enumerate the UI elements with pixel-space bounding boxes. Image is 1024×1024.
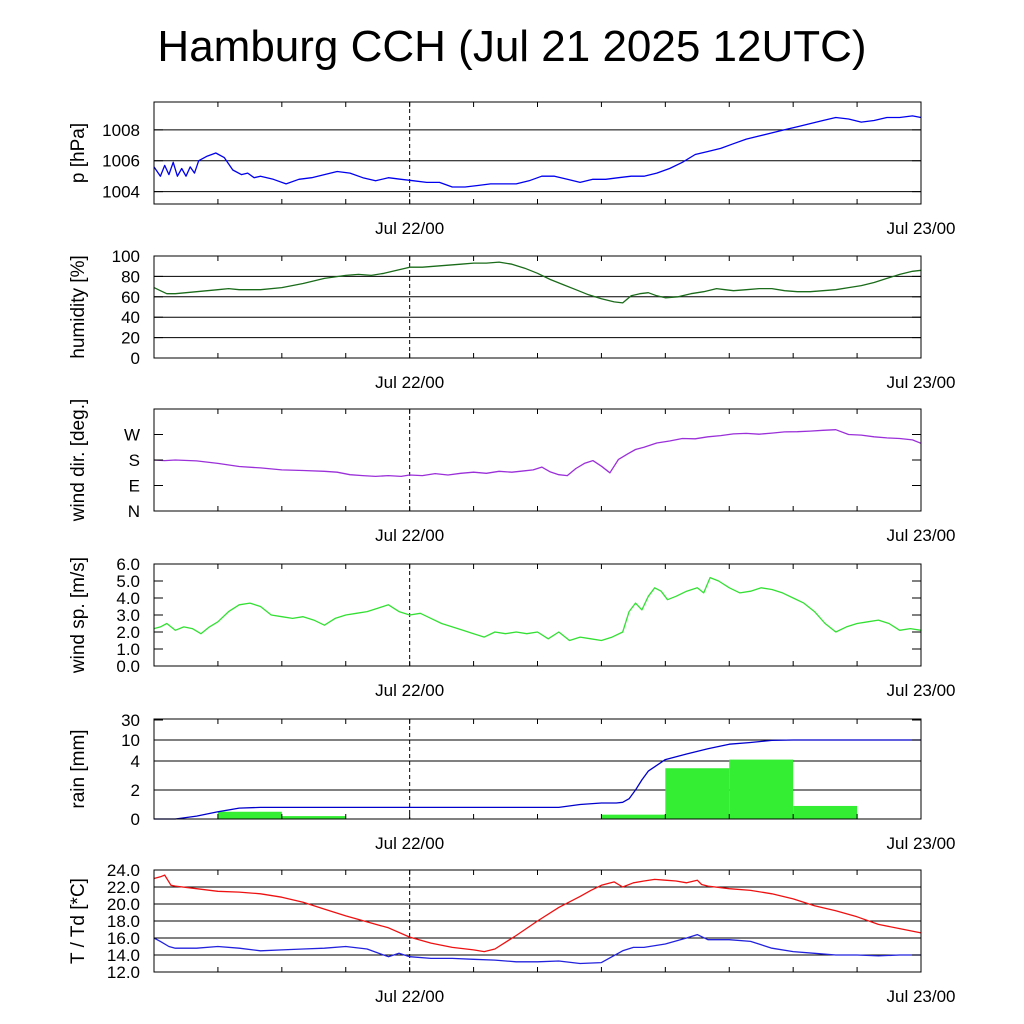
wind-direction-xtick-label: Jul 22/00 <box>375 526 444 545</box>
wind-speed-ytick-label: 0.0 <box>116 657 140 676</box>
wind-direction-xtick-label: Jul 23/00 <box>887 526 956 545</box>
rain-xtick-label: Jul 22/00 <box>375 834 444 853</box>
wind-speed-ytick-label: 2.0 <box>116 623 140 642</box>
temperature-series-line <box>153 874 922 953</box>
temperature-ytick-label: 12.0 <box>107 963 140 982</box>
rain-series-line <box>154 739 921 820</box>
pressure-xtick-label: Jul 22/00 <box>375 219 444 238</box>
rain-xtick-label: Jul 23/00 <box>887 834 956 853</box>
pressure-series-line <box>153 115 922 188</box>
wind-direction-ylabel: wind dir. [deg.] <box>68 399 89 523</box>
humidity-ytick-label: 100 <box>112 247 140 266</box>
rain-bar <box>665 768 730 819</box>
rain-bar <box>281 816 346 819</box>
humidity-ylabel: humidity [%] <box>68 255 89 358</box>
chart-title: Hamburg CCH (Jul 21 2025 12UTC) <box>157 22 867 71</box>
wind-speed-ytick-label: 3.0 <box>116 606 140 625</box>
rain-ytick-label: 0 <box>131 810 140 829</box>
rain-plot-frame <box>153 718 922 820</box>
pressure-plot-frame <box>153 101 922 205</box>
wind-speed-xtick-label: Jul 23/00 <box>887 681 956 700</box>
temperature-series-line <box>153 933 921 965</box>
humidity-xtick-label: Jul 22/00 <box>375 373 444 392</box>
pressure-ylabel: p [hPa] <box>68 123 89 183</box>
rain-bar <box>601 814 666 819</box>
rain-ytick-label: 10 <box>121 731 140 750</box>
wind-direction-ytick-label: N <box>128 502 140 521</box>
temperature-xtick-label: Jul 23/00 <box>887 987 956 1006</box>
wind-speed-ylabel: wind sp. [m/s] <box>68 557 89 674</box>
temperature-ytick-label: 18.0 <box>107 912 140 931</box>
wind-speed-ytick-label: 5.0 <box>116 572 140 591</box>
pressure-ytick-label: 1006 <box>102 152 140 171</box>
temperature-ytick-label: 22.0 <box>107 878 140 897</box>
humidity-series-line <box>153 261 922 304</box>
temperature-ylabel: T / Td [*C] <box>68 878 89 964</box>
humidity-xtick-label: Jul 23/00 <box>887 373 956 392</box>
humidity-plot-frame <box>153 255 922 359</box>
rain-ylabel: rain [mm] <box>68 729 89 808</box>
humidity-ytick-label: 80 <box>121 267 140 286</box>
temperature-ytick-label: 14.0 <box>107 946 140 965</box>
wind-speed-series-line <box>153 576 922 642</box>
rain-ytick-label: 30 <box>121 711 140 730</box>
wind-speed-ytick-label: 1.0 <box>116 640 140 659</box>
humidity-ytick-label: 0 <box>131 349 140 368</box>
temperature-xtick-label: Jul 22/00 <box>375 987 444 1006</box>
rain-bar <box>217 811 282 819</box>
wind-speed-plot-frame <box>153 563 922 667</box>
wind-direction-series-line <box>153 429 922 478</box>
temperature-ytick-label: 16.0 <box>107 929 140 948</box>
wind-speed-xtick-label: Jul 22/00 <box>375 681 444 700</box>
wind-direction-plot-frame <box>153 408 922 512</box>
pressure-xtick-label: Jul 23/00 <box>887 219 956 238</box>
wind-direction-ytick-label: S <box>129 451 140 470</box>
pressure-ytick-label: 1004 <box>102 183 140 202</box>
temperature-ytick-label: 20.0 <box>107 895 140 914</box>
rain-ytick-label: 2 <box>131 781 140 800</box>
pressure-ytick-label: 1008 <box>102 121 140 140</box>
rain-bar <box>729 759 794 819</box>
wind-direction-ytick-label: E <box>129 477 140 496</box>
rain-ytick-label: 4 <box>131 752 140 771</box>
humidity-ytick-label: 20 <box>121 329 140 348</box>
rain-bar <box>793 805 858 819</box>
temperature-ytick-label: 24.0 <box>107 861 140 880</box>
humidity-ytick-label: 40 <box>121 308 140 327</box>
wind-speed-ytick-label: 4.0 <box>116 589 140 608</box>
humidity-ytick-label: 60 <box>121 288 140 307</box>
wind-direction-ytick-label: W <box>124 426 140 445</box>
wind-speed-ytick-label: 6.0 <box>116 555 140 574</box>
